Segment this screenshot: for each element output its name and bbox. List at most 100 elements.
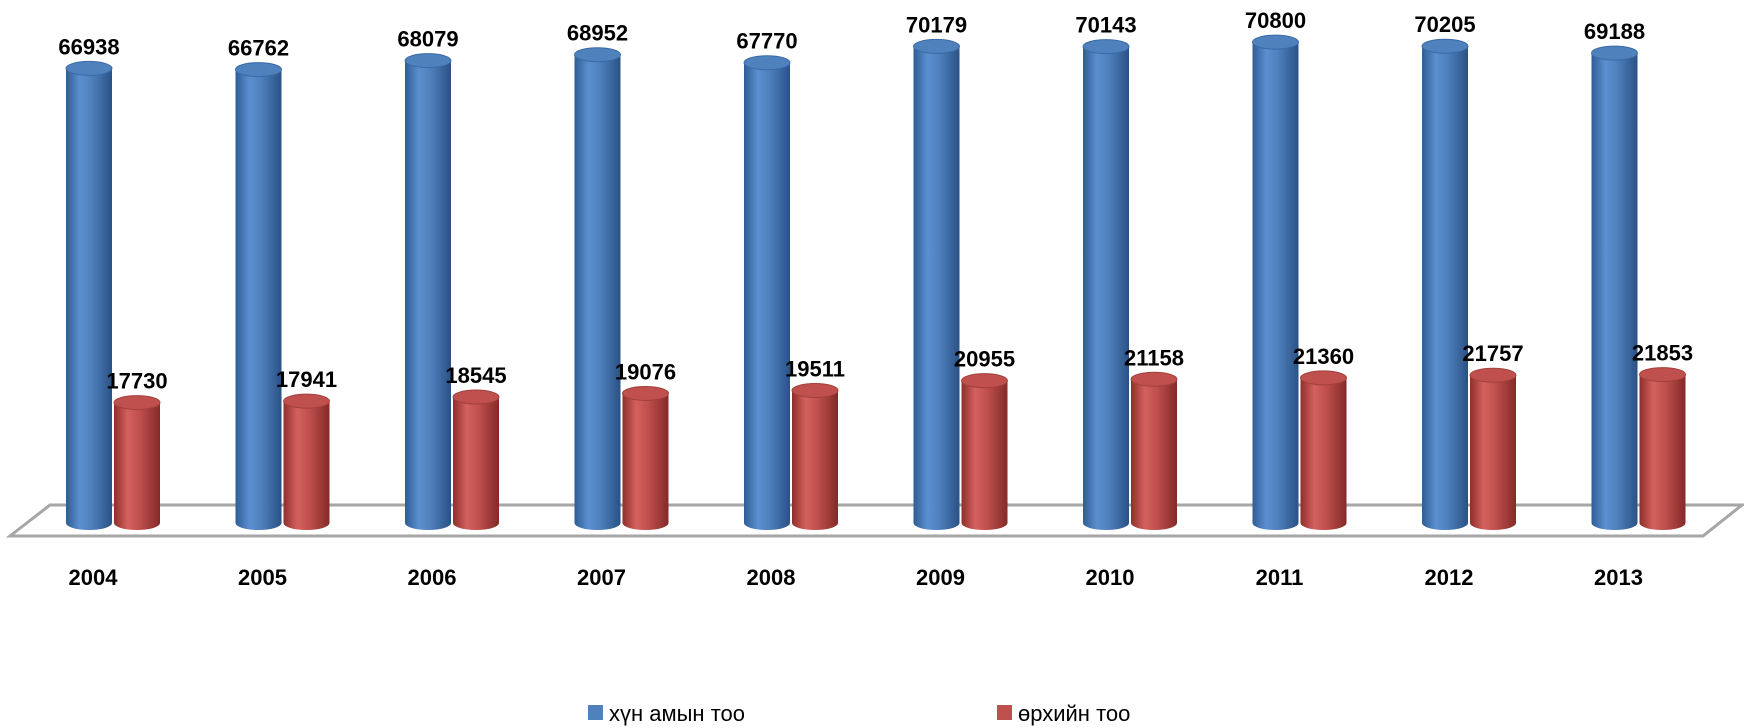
- value-labels-layer: 66938 17730 66762 17941 68079 18545 68952 19076…: [58, 8, 1693, 393]
- category-label-2006: 2006: [408, 565, 457, 590]
- bar-population-2011: [1252, 34, 1299, 531]
- bar-body-households-2005: [283, 401, 330, 530]
- bar-cap-households-2013: [1639, 367, 1686, 383]
- category-label-2004: 2004: [69, 565, 119, 590]
- bar-households-2007: [622, 385, 669, 530]
- legend: хүн амын тоо өрхийн тоо: [588, 701, 1130, 726]
- bar-population-2009: [913, 38, 960, 531]
- bar-body-population-2011: [1252, 42, 1299, 531]
- bar-households-2004: [113, 395, 161, 530]
- bar-households-2011: [1300, 370, 1347, 530]
- bar-households-2013: [1639, 367, 1686, 530]
- bar-population-2005: [235, 62, 282, 530]
- bar-cap-population-2012: [1421, 38, 1469, 54]
- bar-households-2010: [1130, 371, 1178, 530]
- value-label-population-2006: 68079: [397, 27, 458, 52]
- bar-population-2010: [1082, 39, 1130, 531]
- bar-cap-households-2008: [791, 382, 839, 398]
- bar-cap-households-2006: [452, 389, 500, 405]
- bar-cap-population-2007: [574, 47, 621, 63]
- value-label-households-2011: 21360: [1293, 344, 1354, 369]
- bar-population-2013: [1591, 45, 1638, 530]
- bar-population-2012: [1421, 38, 1469, 530]
- value-label-population-2004: 66938: [58, 34, 119, 59]
- bar-cap-population-2009: [913, 38, 960, 54]
- bar-cap-households-2009: [961, 373, 1008, 389]
- bar-body-households-2008: [792, 390, 838, 530]
- bar-cap-population-2006: [404, 53, 452, 69]
- category-label-2008: 2008: [747, 565, 796, 590]
- bar-cap-population-2005: [235, 62, 282, 78]
- bar-body-households-2009: [961, 380, 1008, 530]
- bar-population-2004: [65, 60, 113, 530]
- value-label-population-2013: 69188: [1584, 19, 1645, 44]
- bar-body-population-2009: [913, 46, 960, 531]
- bar-cap-households-2004: [113, 395, 161, 411]
- bar-cap-population-2010: [1082, 39, 1130, 55]
- value-label-population-2005: 66762: [228, 36, 289, 61]
- value-label-population-2007: 68952: [567, 21, 628, 46]
- category-label-2011: 2011: [1256, 565, 1304, 590]
- bar-cap-population-2013: [1591, 45, 1638, 61]
- value-label-population-2010: 70143: [1075, 13, 1136, 38]
- category-label-2005: 2005: [238, 565, 287, 590]
- value-label-population-2009: 70179: [906, 12, 967, 37]
- bar-cap-households-2005: [283, 393, 330, 409]
- value-label-households-2008: 19511: [785, 356, 845, 381]
- legend-item-households: өрхийн тоо: [997, 701, 1130, 726]
- bar-body-households-2007: [622, 393, 669, 530]
- bar-households-2006: [452, 389, 500, 530]
- category-labels-layer: 2004 2005 2006 2007 2008 2009 2010 2011 2012 2013: [69, 565, 1643, 590]
- bar-body-population-2004: [66, 68, 112, 530]
- category-label-2010: 2010: [1086, 565, 1135, 590]
- value-label-population-2008: 67770: [736, 29, 797, 54]
- value-label-population-2011: 70800: [1245, 8, 1306, 33]
- value-label-households-2007: 19076: [615, 359, 676, 384]
- value-label-households-2013: 21853: [1632, 341, 1693, 366]
- category-label-2012: 2012: [1425, 565, 1474, 590]
- bar-households-2008: [791, 382, 839, 530]
- value-label-households-2005: 17941: [276, 367, 337, 392]
- bar-population-2006: [404, 53, 452, 530]
- bar-body-households-2013: [1639, 374, 1686, 530]
- bar-cap-population-2008: [743, 55, 791, 71]
- category-label-2013: 2013: [1594, 565, 1643, 590]
- bar-households-2009: [961, 373, 1008, 530]
- bar-cap-population-2004: [65, 60, 113, 76]
- value-label-households-2012: 21757: [1462, 341, 1523, 366]
- value-label-population-2012: 70205: [1414, 12, 1475, 37]
- bar-cap-households-2007: [622, 385, 669, 401]
- legend-label-population: хүн амын тоо: [609, 701, 745, 726]
- bar-body-households-2012: [1470, 375, 1516, 530]
- bar-cap-households-2010: [1130, 371, 1178, 387]
- value-label-households-2010: 21158: [1124, 345, 1184, 370]
- bar-body-population-2012: [1422, 46, 1468, 530]
- bar-body-households-2010: [1131, 379, 1177, 530]
- bar-households-2005: [283, 393, 330, 530]
- value-label-households-2009: 20955: [954, 347, 1015, 372]
- category-label-2009: 2009: [916, 565, 965, 590]
- bar-body-population-2010: [1083, 46, 1129, 531]
- bars-layer: [65, 34, 1686, 531]
- value-label-households-2006: 18545: [445, 363, 506, 388]
- bar-body-population-2013: [1591, 53, 1638, 530]
- bar-body-population-2005: [235, 69, 282, 530]
- bar-cap-households-2012: [1469, 367, 1517, 383]
- bar-body-population-2008: [744, 62, 790, 530]
- category-label-2007: 2007: [577, 565, 626, 590]
- bar-households-2012: [1469, 367, 1517, 530]
- bar-population-2007: [574, 47, 621, 531]
- legend-swatch-households: [997, 705, 1012, 720]
- bar-cap-households-2011: [1300, 370, 1347, 386]
- legend-label-households: өрхийн тоо: [1018, 701, 1130, 726]
- bar-cap-population-2011: [1252, 34, 1299, 50]
- bar-body-households-2004: [114, 402, 160, 530]
- value-label-households-2004: 17730: [106, 369, 167, 394]
- bar-body-population-2007: [574, 54, 621, 531]
- bar-body-population-2006: [405, 60, 451, 530]
- bar-population-2008: [743, 55, 791, 530]
- legend-item-population: хүн амын тоо: [588, 701, 745, 726]
- bar-body-households-2006: [453, 397, 499, 530]
- legend-swatch-population: [588, 705, 603, 720]
